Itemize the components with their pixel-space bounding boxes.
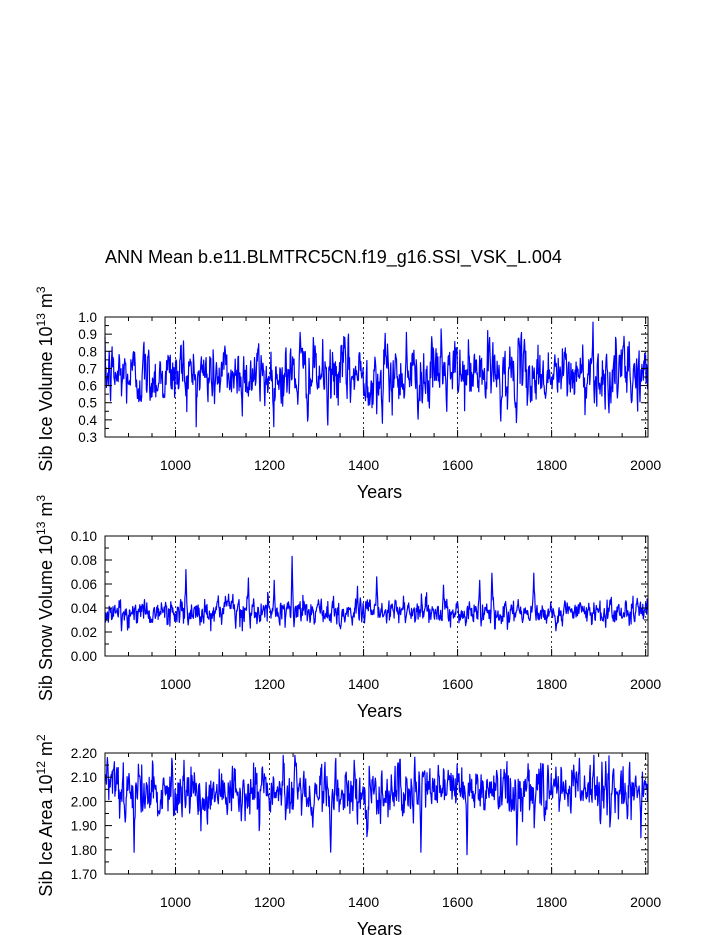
y-tick-label: 0.5 <box>78 396 97 411</box>
x-tick-label: 2000 <box>630 457 661 473</box>
y-tick-label: 0.3 <box>78 430 97 445</box>
x-tick-label: 1400 <box>348 676 379 692</box>
y-tick-label: 1.0 <box>78 310 97 325</box>
y-axis-label: Sib Snow Volume 1013 m3 <box>34 495 56 701</box>
y-tick-label: 0.9 <box>78 327 97 342</box>
x-tick-label: 1400 <box>348 457 379 473</box>
x-tick-label: 1800 <box>536 457 567 473</box>
x-tick-label: 1200 <box>254 894 285 910</box>
x-tick-label: 1800 <box>536 894 567 910</box>
y-tick-label: 1.90 <box>71 819 97 834</box>
y-tick-label: 0.08 <box>71 553 97 568</box>
x-tick-label: 1000 <box>160 894 191 910</box>
y-tick-label: 0.8 <box>78 344 97 359</box>
y-tick-label: 1.80 <box>71 843 97 858</box>
y-tick-label: 2.10 <box>71 770 97 785</box>
y-tick-label: 0.7 <box>78 361 97 376</box>
x-axis-label: Years <box>357 701 402 721</box>
x-tick-label: 2000 <box>630 894 661 910</box>
y-axis-label: Sib Ice Area 1012 m2 <box>34 734 56 896</box>
x-tick-label: 1800 <box>536 676 567 692</box>
y-tick-label: 2.20 <box>71 746 97 761</box>
x-tick-label: 1000 <box>160 676 191 692</box>
y-tick-label: 0.04 <box>71 601 98 616</box>
y-tick-label: 2.00 <box>71 794 97 809</box>
x-tick-label: 1600 <box>442 894 473 910</box>
x-tick-label: 2000 <box>630 676 661 692</box>
y-tick-label: 0.6 <box>78 379 97 394</box>
y-tick-label: 0.06 <box>71 577 97 592</box>
panel-1: 1000 1200 1400 1600 1800 2000 0.3 0.4 0.5 0.6 0.7 0… <box>34 286 661 502</box>
series-line <box>104 321 649 428</box>
y-axis-label: Sib Ice Volume 1013 m3 <box>34 286 56 471</box>
x-tick-label: 1400 <box>348 894 379 910</box>
x-tick-label: 1000 <box>160 457 191 473</box>
chart-title: ANN Mean b.e11.BLMTRC5CN.f19_g16.SSI_VSK… <box>105 247 562 267</box>
panel-2: 1000 1200 1400 1600 1800 2000 0.00 0.02 0.04 0.06… <box>34 495 661 721</box>
x-axis-label: Years <box>357 482 402 502</box>
panel-3: 1000 1200 1400 1600 1800 2000 1.70 1.80 1.90 2.00… <box>34 734 661 935</box>
series-line <box>104 555 649 632</box>
x-tick-label: 1600 <box>442 676 473 692</box>
series-line <box>104 754 649 856</box>
x-tick-label: 1200 <box>254 676 285 692</box>
y-tick-label: 0.02 <box>71 625 97 640</box>
x-tick-label: 1200 <box>254 457 285 473</box>
x-axis-label: Years <box>357 919 402 935</box>
x-tick-label: 1600 <box>442 457 473 473</box>
y-tick-label: 0.10 <box>71 529 97 544</box>
y-tick-label: 1.70 <box>71 867 97 882</box>
y-tick-label: 0.4 <box>78 413 97 428</box>
y-tick-label: 0.00 <box>71 649 97 664</box>
